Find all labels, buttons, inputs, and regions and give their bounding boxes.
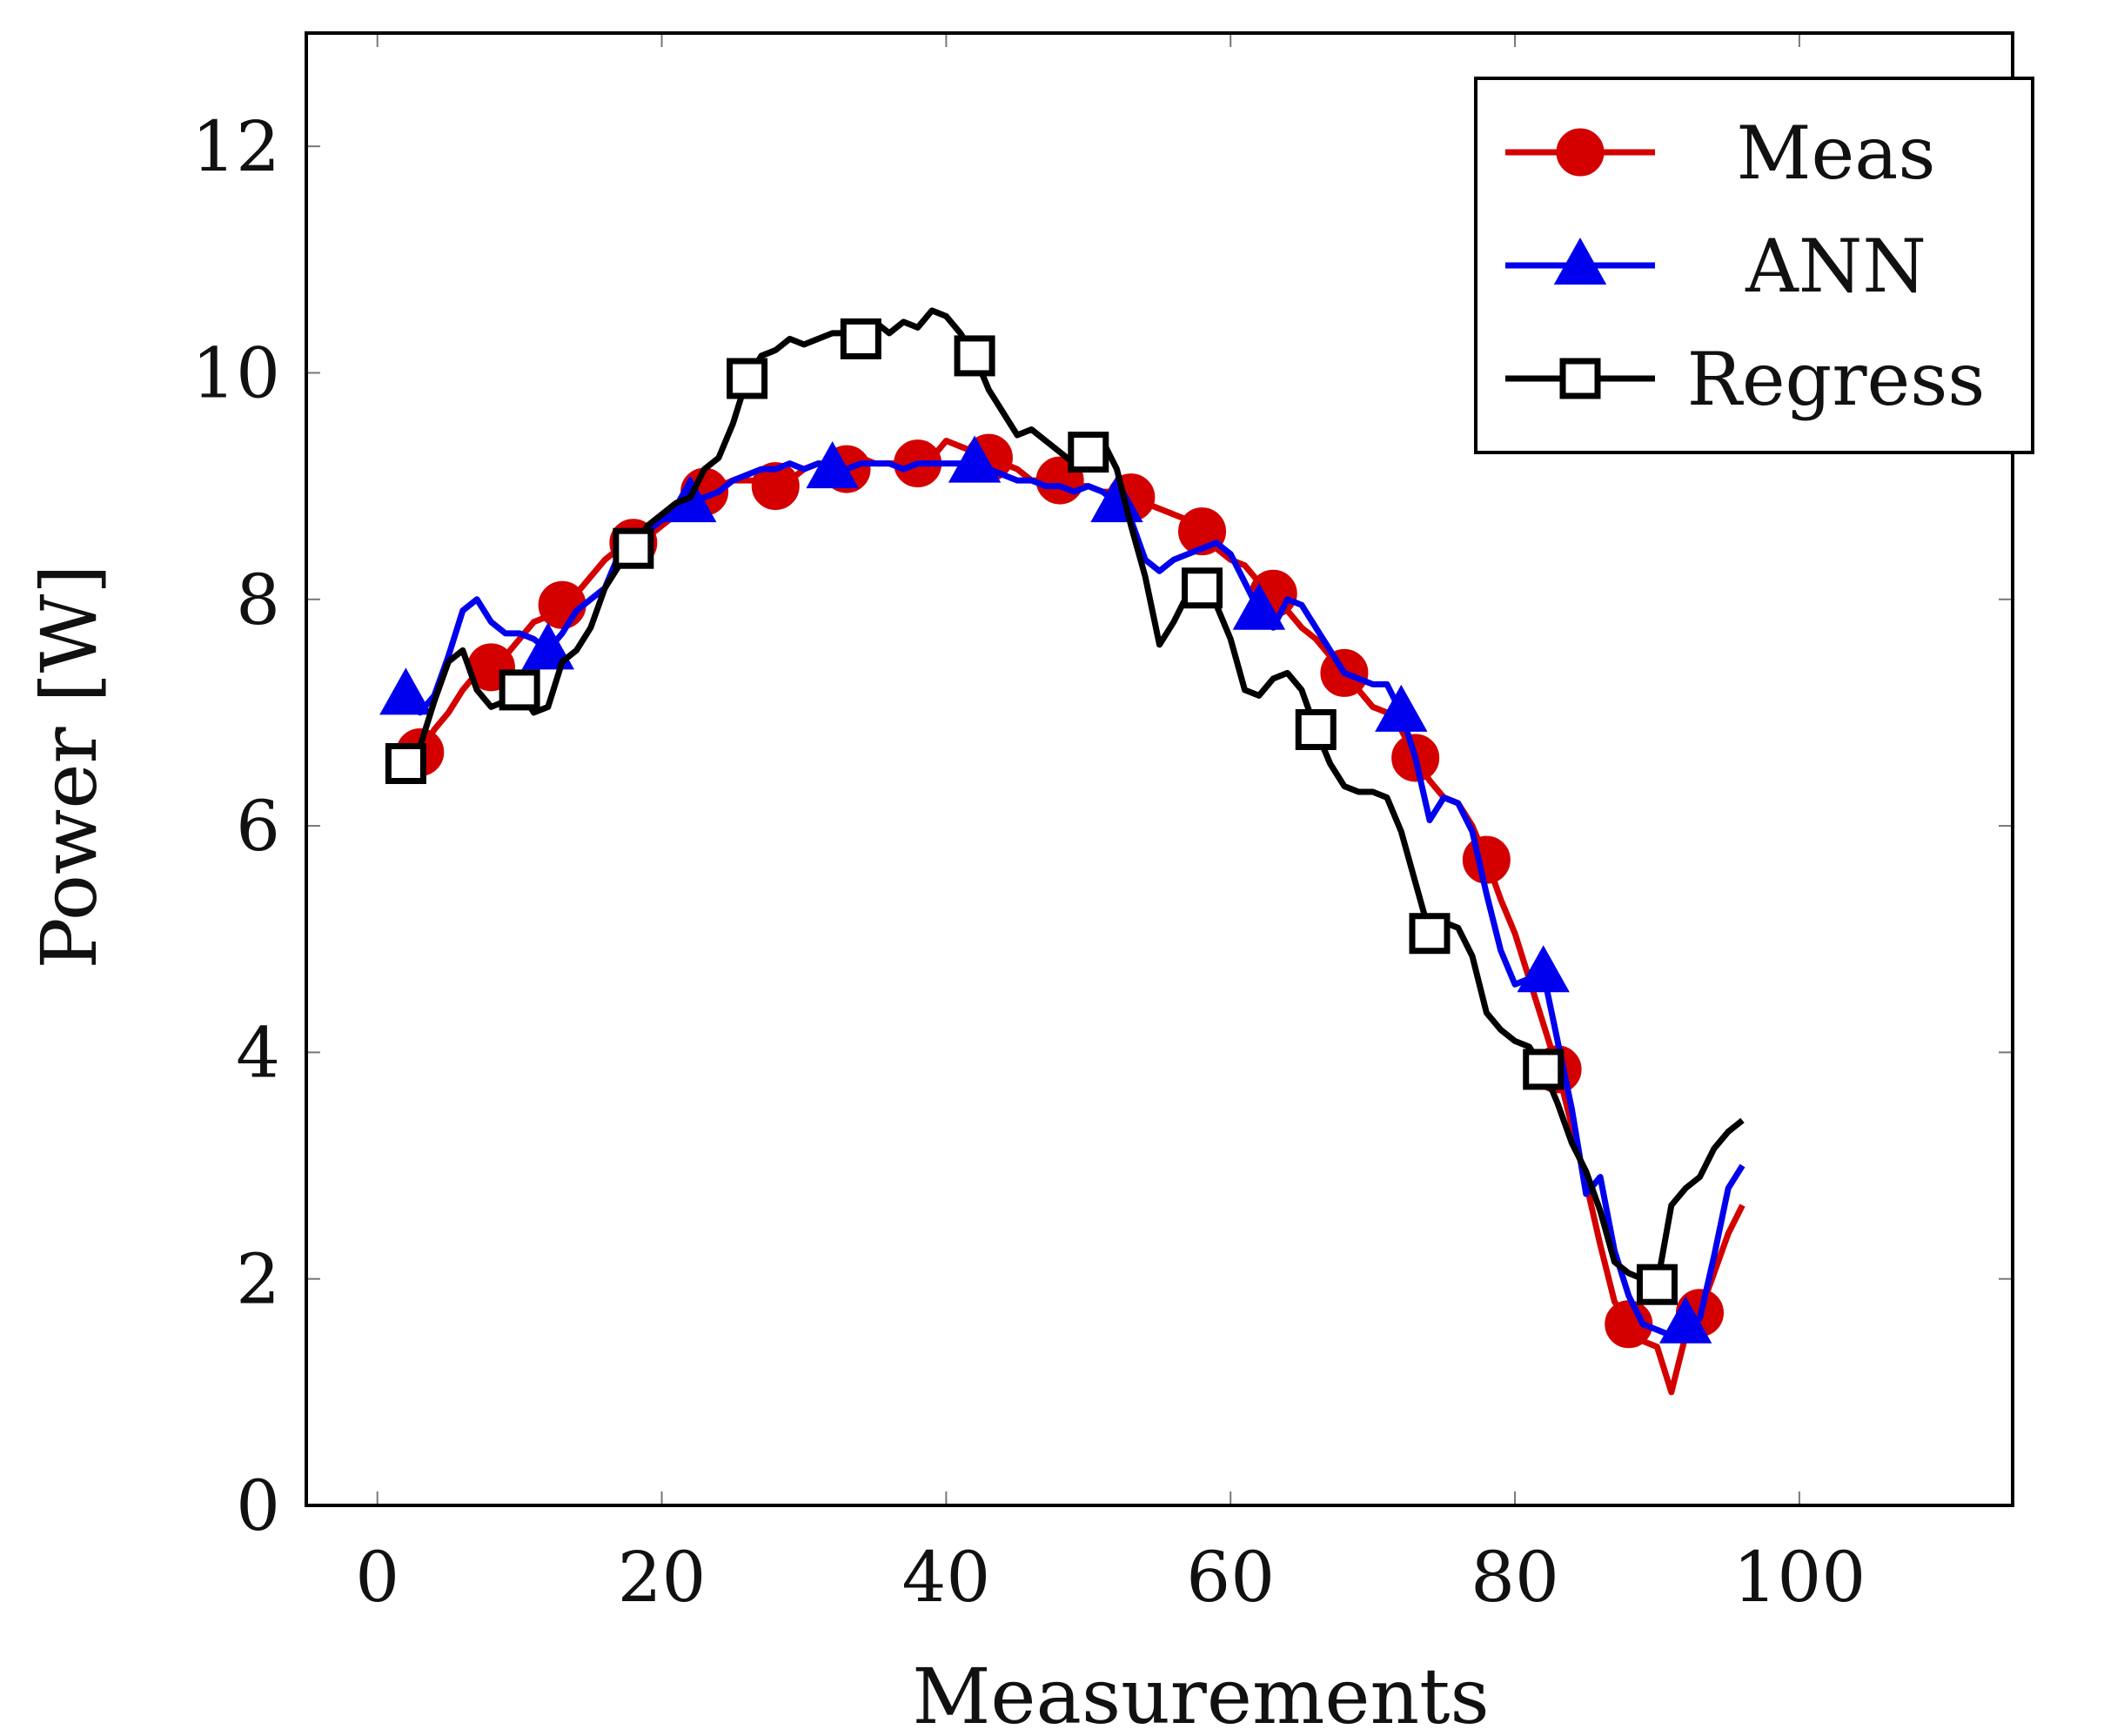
data-point-ann (806, 441, 859, 489)
data-point-regress (727, 358, 768, 399)
legend-label-regress: Regress (1687, 337, 1986, 422)
y-tick-label: 4 (236, 1012, 280, 1093)
x-tick-label: 40 (901, 1537, 990, 1618)
series-ann (379, 435, 1746, 1344)
plot-series (379, 307, 1746, 1396)
x-tick-label: 0 (355, 1537, 399, 1618)
x-tick-labels: 0 20 40 60 80 100 (355, 1537, 1866, 1618)
data-point-ann (1658, 1296, 1712, 1344)
x-tick-label: 80 (1471, 1537, 1559, 1618)
y-axis-title: Power [W] (24, 564, 114, 969)
data-point-ann (379, 667, 432, 715)
data-point-regress (1182, 567, 1223, 609)
legend-marker-meas (1556, 128, 1605, 177)
legend-marker-regress (1559, 358, 1601, 399)
data-point-regress (1409, 913, 1451, 955)
data-point-meas (751, 462, 800, 511)
y-tick-labels: 0 2 4 6 8 10 12 (191, 106, 280, 1546)
data-point-ann (521, 622, 575, 670)
x-tick-label: 100 (1733, 1537, 1866, 1618)
x-axis-title: Measurements (912, 1652, 1489, 1736)
y-tick-label: 12 (191, 106, 280, 187)
data-point-regress (613, 527, 654, 569)
data-point-meas (538, 580, 586, 629)
series-line-meas (390, 438, 1746, 1396)
data-point-ann (1517, 945, 1570, 993)
data-point-regress (385, 742, 426, 784)
data-point-regress (499, 669, 540, 711)
data-point-regress (1636, 1263, 1678, 1305)
y-tick-label: 0 (236, 1465, 280, 1546)
y-tick-label: 10 (191, 332, 280, 413)
data-point-regress (1068, 432, 1109, 473)
x-tick-label: 60 (1186, 1537, 1275, 1618)
data-point-regress (1523, 1049, 1565, 1090)
series-line-ann (390, 460, 1746, 1339)
y-tick-label: 2 (236, 1239, 280, 1320)
legend-label-ann: ANN (1745, 224, 1926, 309)
data-point-regress (954, 335, 995, 377)
legend-label-meas: Meas (1737, 111, 1936, 196)
data-point-regress (1295, 708, 1337, 750)
data-point-ann (1375, 684, 1428, 732)
data-point-ann (1232, 582, 1286, 630)
legend-marker-ann (1553, 237, 1607, 285)
plot-frame (305, 31, 2014, 1507)
data-point-meas (1462, 835, 1511, 884)
y-tick-label: 6 (236, 786, 280, 867)
series-meas (390, 433, 1746, 1396)
x-tick-label: 20 (618, 1537, 707, 1618)
y-tick-label: 8 (236, 560, 280, 640)
series-line-regress (389, 307, 1745, 1288)
data-point-regress (840, 318, 881, 359)
legend: Meas ANN Regress (1474, 77, 2034, 454)
data-point-ann (948, 435, 1002, 483)
series-regress (385, 307, 1745, 1305)
